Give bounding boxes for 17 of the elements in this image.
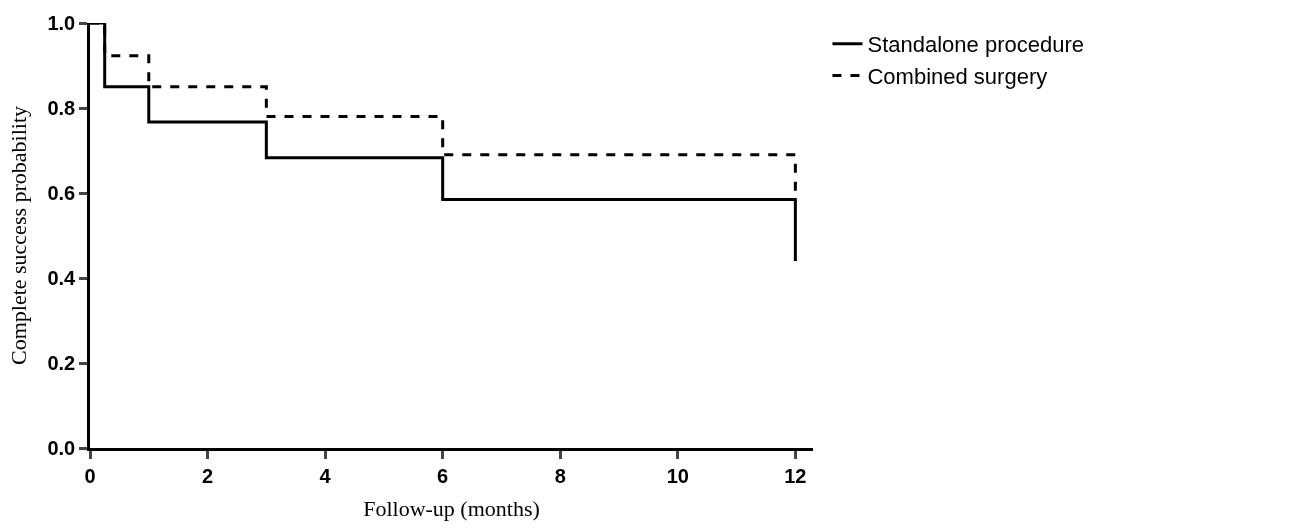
y-tick-label: 0.4 xyxy=(47,267,77,289)
x-tick-label: 2 xyxy=(202,464,214,487)
y-tick-label: 0.0 xyxy=(47,437,76,459)
y-axis-title: Complete success probability xyxy=(6,105,32,366)
x-axis-title: Follow-up (months) xyxy=(363,495,540,521)
legend-label: Standalone procedure xyxy=(867,32,1084,58)
x-tick-label: 4 xyxy=(319,464,332,487)
x-tick-label: 6 xyxy=(437,464,449,487)
y-tick-label: 1.0 xyxy=(47,12,76,34)
x-tick-label: 10 xyxy=(666,464,689,487)
x-tick-label: 0 xyxy=(84,464,96,487)
y-tick-label: 0.2 xyxy=(47,352,76,374)
y-tick-label: 0.6 xyxy=(47,182,76,204)
x-tick-label: 12 xyxy=(784,464,807,487)
legend-label: Combined surgery xyxy=(867,63,1048,89)
y-tick-label: 0.8 xyxy=(47,97,76,119)
x-tick-label: 8 xyxy=(554,464,566,487)
